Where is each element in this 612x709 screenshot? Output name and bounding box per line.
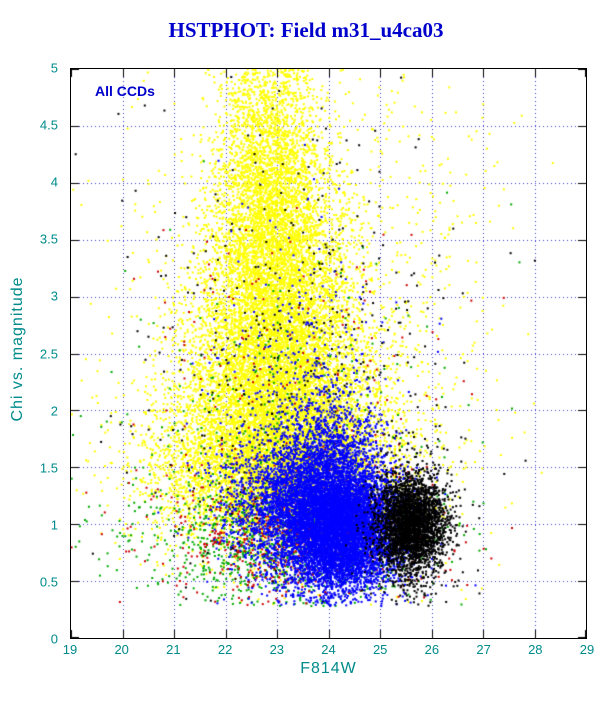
x-tick-label: 26 <box>424 642 440 657</box>
x-tick-label: 29 <box>579 642 595 657</box>
x-tick-labels: 19 20 21 22 23 24 25 26 27 28 29 <box>63 642 594 658</box>
y-tick-label: 1 <box>50 517 58 533</box>
scatter-canvas <box>71 69 586 638</box>
y-tick-label: 3 <box>50 288 58 304</box>
x-tick-label: 27 <box>476 642 491 657</box>
x-tick-label: 25 <box>372 642 388 657</box>
x-tick-label: 20 <box>114 642 129 657</box>
y-tick-label: 5 <box>50 60 58 76</box>
x-tick-label: 23 <box>269 642 285 657</box>
plot-title: HSTPHOT: Field m31_u4ca03 <box>168 18 444 42</box>
x-tick-label: 24 <box>321 642 336 657</box>
y-tick-label: 0.5 <box>39 574 58 590</box>
y-tick-label: 0 <box>50 631 58 647</box>
x-tick-label: 22 <box>217 642 233 657</box>
y-tick-label: 4 <box>50 174 58 190</box>
x-tick-label: 19 <box>62 642 78 657</box>
x-tick-label: 28 <box>528 642 543 657</box>
y-tick-label: 2 <box>50 403 58 419</box>
y-tick-labels: 0 0.5 1 1.5 2 2.5 3 3.5 4 4.5 5 <box>0 61 64 647</box>
ccd-legend-label: All CCDs <box>95 83 155 99</box>
y-tick-label: 2.5 <box>39 346 58 361</box>
x-tick-label: 21 <box>166 642 181 657</box>
y-tick-label: 1.5 <box>39 460 58 476</box>
x-axis-title: F814W <box>300 660 357 677</box>
y-tick-label: 4.5 <box>39 117 58 133</box>
y-tick-label: 3.5 <box>39 231 58 247</box>
plot-frame: All CCDs <box>70 68 587 639</box>
